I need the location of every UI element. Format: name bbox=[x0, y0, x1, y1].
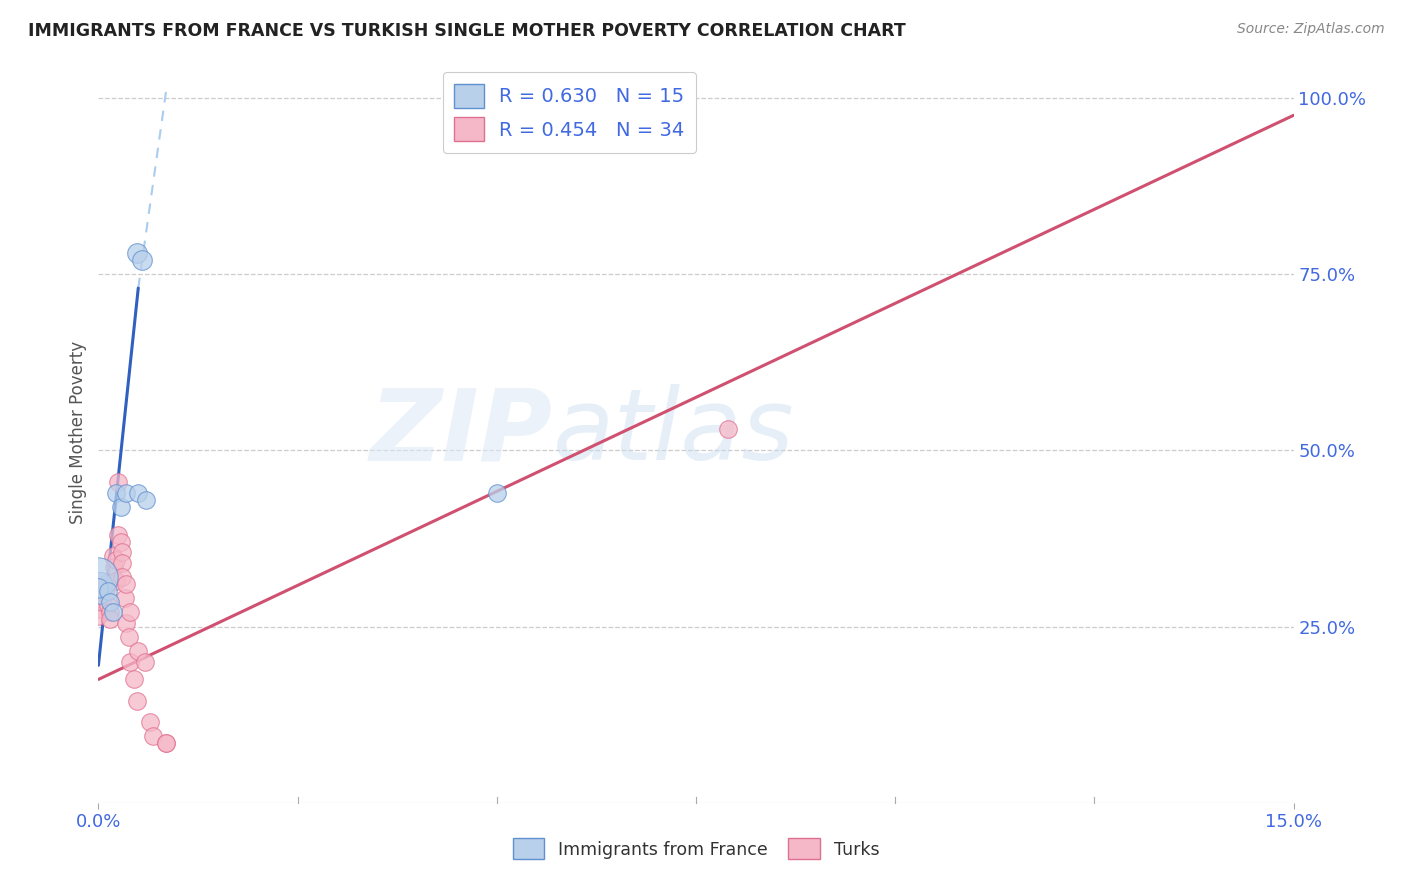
Point bbox=[110, 535, 132, 549]
Point bbox=[101, 606, 124, 620]
Point bbox=[134, 655, 156, 669]
Point bbox=[115, 615, 138, 630]
Point bbox=[97, 584, 120, 599]
Point bbox=[125, 245, 148, 260]
Text: IMMIGRANTS FROM FRANCE VS TURKISH SINGLE MOTHER POVERTY CORRELATION CHART: IMMIGRANTS FROM FRANCE VS TURKISH SINGLE… bbox=[28, 22, 905, 40]
Point bbox=[124, 673, 146, 687]
Point bbox=[127, 485, 149, 500]
Point bbox=[142, 729, 165, 743]
Point bbox=[104, 552, 127, 566]
Point bbox=[111, 570, 134, 584]
Point bbox=[139, 714, 162, 729]
Point bbox=[717, 422, 740, 436]
Point bbox=[104, 485, 127, 500]
Point bbox=[87, 581, 110, 595]
Point bbox=[118, 630, 141, 644]
Text: Source: ZipAtlas.com: Source: ZipAtlas.com bbox=[1237, 22, 1385, 37]
Text: atlas: atlas bbox=[553, 384, 794, 481]
Point bbox=[89, 577, 111, 591]
Point bbox=[87, 591, 110, 606]
Point bbox=[107, 528, 129, 542]
Point bbox=[155, 736, 177, 750]
Point bbox=[114, 591, 136, 606]
Y-axis label: Single Mother Poverty: Single Mother Poverty bbox=[69, 341, 87, 524]
Point bbox=[155, 736, 177, 750]
Text: ZIP: ZIP bbox=[370, 384, 553, 481]
Point bbox=[97, 599, 120, 613]
Point bbox=[111, 556, 134, 570]
Point bbox=[87, 602, 110, 616]
Point bbox=[98, 606, 122, 620]
Point bbox=[115, 485, 138, 500]
Point bbox=[110, 500, 132, 514]
Point bbox=[115, 577, 138, 591]
Legend: Immigrants from France, Turks: Immigrants from France, Turks bbox=[503, 830, 889, 868]
Point bbox=[91, 595, 114, 609]
Point bbox=[485, 485, 508, 500]
Point bbox=[125, 693, 148, 707]
Point bbox=[96, 581, 118, 595]
Point bbox=[89, 588, 111, 602]
Point bbox=[107, 475, 129, 489]
Point bbox=[135, 492, 157, 507]
Point bbox=[98, 612, 122, 626]
Point bbox=[87, 570, 110, 584]
Point bbox=[131, 252, 153, 267]
Point bbox=[87, 609, 110, 624]
Point bbox=[103, 559, 125, 574]
Point bbox=[101, 549, 124, 563]
Point bbox=[120, 606, 142, 620]
Point bbox=[127, 644, 149, 658]
Point bbox=[94, 577, 117, 591]
Point bbox=[120, 655, 142, 669]
Point bbox=[111, 545, 134, 559]
Point bbox=[98, 595, 122, 609]
Point bbox=[104, 574, 127, 588]
